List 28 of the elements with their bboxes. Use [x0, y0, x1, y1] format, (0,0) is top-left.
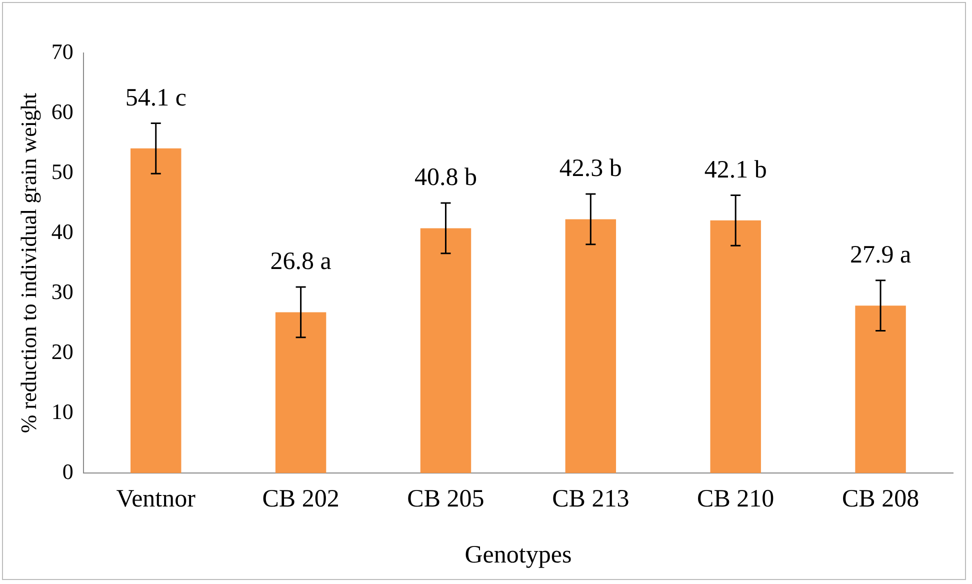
x-tick-label: CB 202 [262, 486, 340, 513]
y-tick-label: 0 [62, 458, 74, 484]
data-label: 26.8 a [270, 248, 332, 276]
data-label: 40.8 b [414, 164, 477, 192]
bar [710, 220, 761, 473]
bar [420, 228, 472, 473]
bar [565, 219, 616, 473]
bar [130, 148, 182, 473]
bar [855, 306, 906, 473]
y-tick-label: 40 [51, 218, 74, 244]
y-tick-label: 60 [51, 98, 74, 124]
x-axis-title: Genotypes [464, 542, 572, 569]
y-tick-label: 50 [51, 158, 74, 184]
x-tick-label: CB 210 [697, 486, 774, 513]
bar [275, 312, 326, 473]
x-tick-label: CB 208 [842, 486, 920, 513]
data-label: 54.1 c [125, 84, 186, 112]
y-tick-label: 70 [51, 38, 74, 64]
x-tick-label: CB 213 [552, 486, 630, 513]
data-label: 42.1 b [704, 156, 767, 184]
y-tick-label: 10 [51, 398, 74, 424]
data-label: 27.9 a [850, 241, 912, 268]
x-tick-label: Ventnor [116, 486, 196, 513]
data-label: 42.3 b [559, 155, 622, 182]
y-axis-title: % reduction to individual grain weight [16, 92, 41, 434]
x-tick-label: CB 205 [407, 486, 484, 513]
y-tick-label: 20 [51, 338, 74, 364]
y-tick-label: 30 [51, 278, 74, 304]
